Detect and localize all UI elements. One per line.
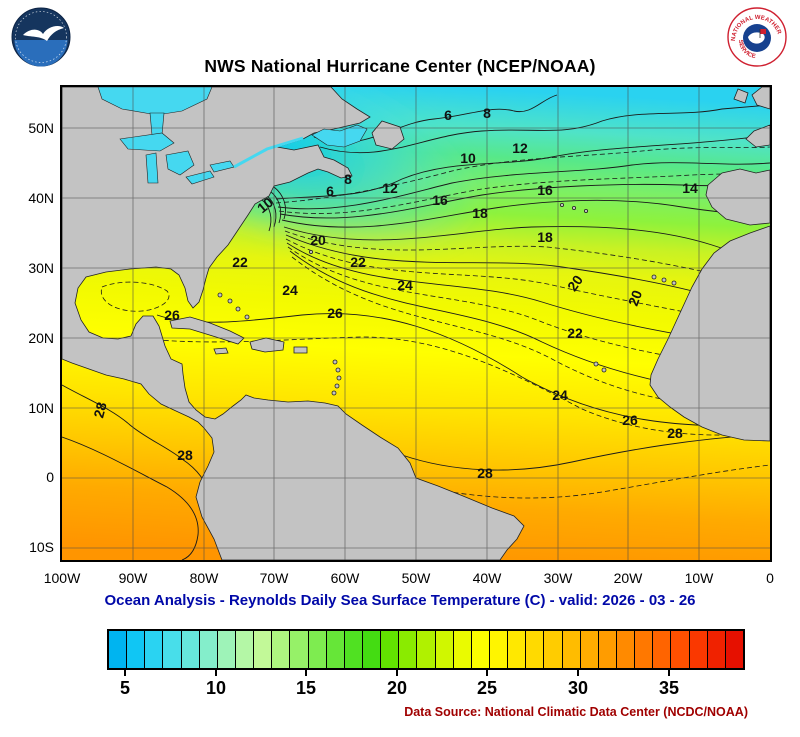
colorbar-segment bbox=[272, 631, 291, 668]
colorbar bbox=[107, 629, 745, 670]
lake-michigan bbox=[145, 152, 159, 184]
y-tick-10n: 10N bbox=[28, 400, 54, 416]
colorbar-tickmark bbox=[124, 668, 126, 676]
y-tick-40n: 40N bbox=[28, 190, 54, 206]
y-tick-20n: 20N bbox=[28, 330, 54, 346]
colorbar-segment bbox=[163, 631, 182, 668]
colorbar-segment bbox=[254, 631, 273, 668]
x-tick-10w: 10W bbox=[684, 570, 714, 586]
james-bay bbox=[149, 112, 165, 136]
colorbar-label-20: 20 bbox=[386, 678, 408, 698]
y-tick-0: 0 bbox=[46, 469, 54, 485]
colorbar-segment bbox=[417, 631, 436, 668]
colorbar-label-5: 5 bbox=[119, 678, 131, 698]
colorbar-tickmark bbox=[396, 668, 398, 676]
colorbar-label-30: 30 bbox=[567, 678, 589, 698]
x-tick-100w: 100W bbox=[43, 570, 81, 586]
x-tick-50w: 50W bbox=[401, 570, 431, 586]
colorbar-segment bbox=[508, 631, 527, 668]
colorbar-segment bbox=[635, 631, 654, 668]
ireland bbox=[733, 88, 749, 104]
colorbar-segment bbox=[725, 631, 743, 668]
hudson-bay bbox=[97, 86, 213, 116]
cuba bbox=[169, 316, 245, 345]
x-tick-90w: 90W bbox=[118, 570, 148, 586]
colorbar-segment bbox=[562, 631, 581, 668]
lake-erie bbox=[185, 170, 215, 185]
colorbar-tickmark bbox=[668, 668, 670, 676]
map-frame: 6 8 10 12 8 6 10 12 16 18 16 14 18 20 22 22 24 24 26 26 20 20… bbox=[36, 26, 772, 562]
x-tick-60w: 60W bbox=[330, 570, 360, 586]
colorbar-segment bbox=[526, 631, 545, 668]
colorbar-label-25: 25 bbox=[476, 678, 498, 698]
nws-logo: NATIONAL WEATHER SERVICE bbox=[727, 7, 787, 67]
colorbar-segment bbox=[290, 631, 309, 668]
colorbar-segment bbox=[580, 631, 599, 668]
colorbar-segment bbox=[399, 631, 418, 668]
puerto-rico bbox=[293, 346, 308, 354]
colorbar-swatches bbox=[109, 631, 743, 668]
gulf-of-st-lawrence bbox=[311, 124, 368, 148]
colorbar-label-35: 35 bbox=[658, 678, 680, 698]
x-tick-40w: 40W bbox=[472, 570, 502, 586]
colorbar-segment bbox=[181, 631, 200, 668]
colorbar-tickmark bbox=[305, 668, 307, 676]
americas-landmass bbox=[61, 86, 525, 561]
colorbar-segment bbox=[598, 631, 617, 668]
y-tick-30n: 30N bbox=[28, 260, 54, 276]
colorbar-segment bbox=[671, 631, 690, 668]
x-tick-30w: 30W bbox=[543, 570, 573, 586]
jamaica bbox=[213, 347, 229, 355]
inland-water bbox=[97, 86, 368, 185]
data-source-credit: Data Source: National Climatic Data Cent… bbox=[404, 705, 748, 719]
y-tick-50n: 50N bbox=[28, 120, 54, 136]
y-tick-10s: 10S bbox=[29, 539, 54, 555]
colorbar-segment bbox=[199, 631, 218, 668]
x-tick-70w: 70W bbox=[259, 570, 289, 586]
colorbar-segment bbox=[544, 631, 563, 668]
africa bbox=[649, 225, 771, 442]
england bbox=[751, 86, 771, 110]
x-tick-20w: 20W bbox=[613, 570, 643, 586]
page-title: NWS National Hurricane Center (NCEP/NOAA… bbox=[204, 56, 596, 76]
colorbar-segment bbox=[344, 631, 363, 668]
colorbar-segment bbox=[326, 631, 345, 668]
x-tick-80w: 80W bbox=[189, 570, 219, 586]
colorbar-segment bbox=[235, 631, 255, 668]
colorbar-label-10: 10 bbox=[205, 678, 227, 698]
colorbar-tickmark bbox=[486, 668, 488, 676]
colorbar-segment bbox=[217, 631, 236, 668]
colorbar-segment bbox=[489, 631, 509, 668]
colorbar-tickmark bbox=[215, 668, 217, 676]
noaa-logo bbox=[11, 7, 71, 67]
colorbar-segment bbox=[689, 631, 708, 668]
graticule bbox=[62, 87, 770, 560]
sst-map-canvas bbox=[36, 26, 771, 561]
colorbar-tickmark bbox=[577, 668, 579, 676]
colorbar-segment bbox=[362, 631, 382, 668]
analysis-caption: Ocean Analysis - Reynolds Daily Sea Surf… bbox=[104, 592, 696, 609]
colorbar-segment bbox=[435, 631, 454, 668]
st-lawrence-river bbox=[233, 136, 304, 169]
colorbar-segment bbox=[707, 631, 726, 668]
land-masses bbox=[61, 86, 771, 561]
colorbar-label-15: 15 bbox=[295, 678, 317, 698]
lake-huron bbox=[165, 150, 195, 176]
x-tick-0: 0 bbox=[766, 570, 774, 586]
lake-superior bbox=[119, 132, 175, 152]
colorbar-segment bbox=[109, 631, 128, 668]
colorbar-segment bbox=[127, 631, 146, 668]
colorbar-segment bbox=[653, 631, 672, 668]
colorbar-segment bbox=[145, 631, 164, 668]
colorbar-segment bbox=[381, 631, 400, 668]
colorbar-segment bbox=[471, 631, 490, 668]
colorbar-segment bbox=[453, 631, 472, 668]
colorbar-segment bbox=[308, 631, 327, 668]
colorbar-segment bbox=[616, 631, 636, 668]
